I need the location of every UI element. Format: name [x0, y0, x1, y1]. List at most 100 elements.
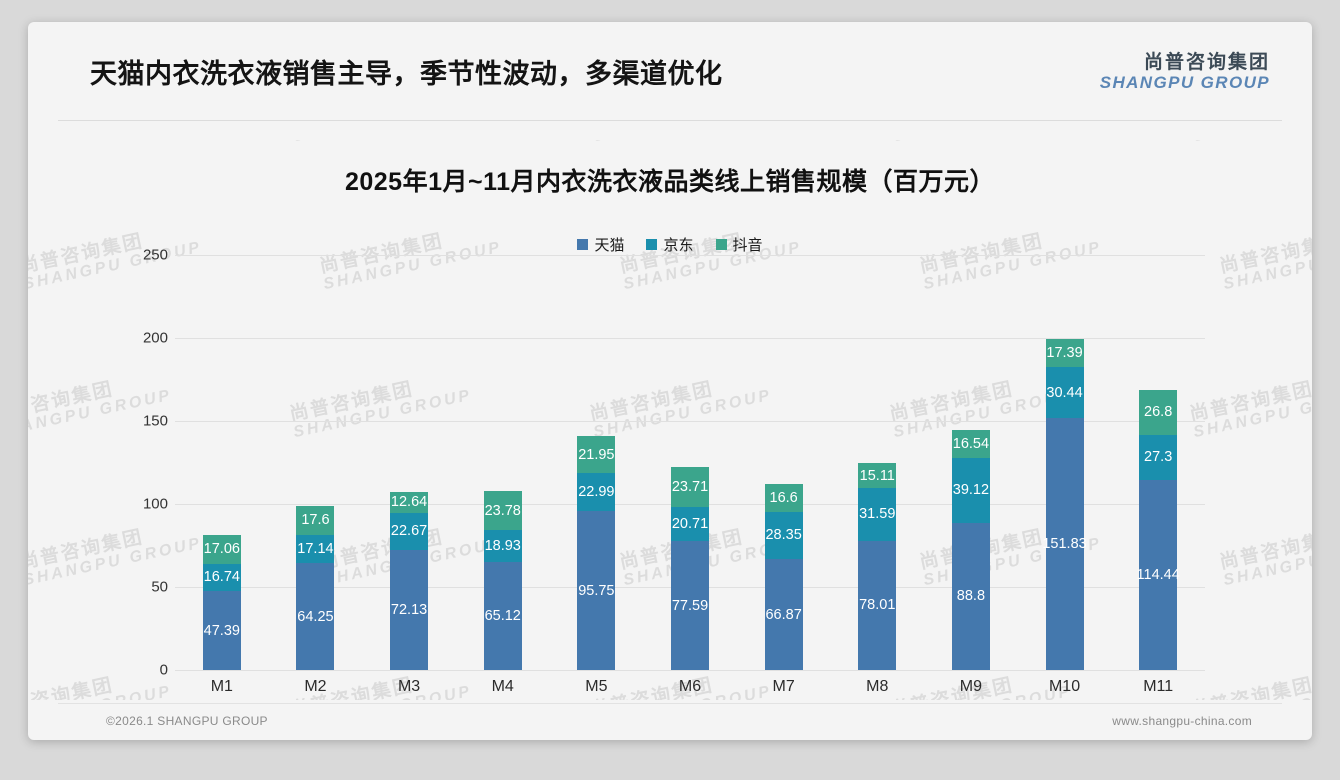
bar-segment-抖音[interactable]: 26.8 — [1139, 390, 1178, 435]
gridline — [175, 255, 1205, 256]
bar-value-label: 26.8 — [1144, 404, 1173, 421]
y-axis-tick-label: 200 — [142, 329, 168, 347]
bar-segment-天猫[interactable]: 66.87 — [764, 559, 803, 670]
chart-plot-area: 0 50 100 150 200 250 47.39 16.74 17.06 64.25 17.1… — [28, 22, 1312, 740]
bar-value-label: 47.39 — [203, 622, 240, 639]
bar-segment-抖音[interactable]: 12.64 — [390, 491, 429, 513]
company-logo: 尚普咨询集团 SHANGPU GROUP — [1100, 52, 1270, 92]
bar-segment-抖音[interactable]: 16.6 — [764, 484, 803, 512]
bar-value-label: 17.06 — [203, 541, 240, 558]
y-axis-tick-label: 150 — [142, 412, 168, 430]
bar-column[interactable]: 64.25 17.14 17.6 — [296, 505, 335, 670]
bar-column[interactable]: 72.13 22.67 12.64 — [390, 491, 429, 670]
bar-value-label: 151.83 — [1042, 535, 1087, 552]
bar-segment-天猫[interactable]: 151.83 — [1042, 417, 1087, 670]
bar-column[interactable]: 114.44 27.3 26.8 — [1136, 390, 1180, 670]
legend-swatch-icon — [715, 239, 727, 250]
bar-segment-天猫[interactable]: 65.12 — [483, 561, 522, 670]
bar-value-label: 114.44 — [1136, 567, 1180, 584]
bar-value-label: 39.12 — [952, 482, 990, 499]
bar-segment-京东[interactable]: 28.35 — [764, 511, 803, 559]
legend-label: 抖音 — [732, 237, 763, 254]
bar-segment-京东[interactable]: 18.93 — [483, 530, 522, 562]
page-title: 天猫内衣洗衣液销售主导，季节性波动，多渠道优化 — [90, 59, 723, 89]
bar-segment-抖音[interactable]: 23.71 — [671, 467, 709, 507]
bar-value-label: 88.8 — [956, 588, 986, 605]
bar-value-label: 30.44 — [1046, 384, 1083, 401]
bar-segment-天猫[interactable]: 64.25 — [296, 563, 335, 670]
bar-segment-抖音[interactable]: 17.06 — [202, 535, 241, 564]
y-axis-tick-label: 50 — [151, 578, 168, 596]
bar-column[interactable]: 78.01 31.59 15.11 — [858, 463, 897, 670]
bar-column[interactable]: 151.83 30.44 17.39 — [1042, 338, 1087, 670]
bar-segment-天猫[interactable]: 72.13 — [390, 550, 429, 670]
y-axis-tick-label: 250 — [142, 246, 168, 264]
bar-segment-天猫[interactable]: 47.39 — [202, 591, 241, 670]
legend-item-天猫[interactable]: 天猫 — [577, 234, 624, 255]
chart-bars: 47.39 16.74 17.06 64.25 17.14 17.6 72.13 22.67 1… — [175, 255, 1205, 670]
slide-card: 天猫内衣洗衣液销售主导，季节性波动，多渠道优化 尚普咨询集团 SHANGPU G… — [28, 22, 1312, 740]
x-axis-tick-label: M6 — [678, 678, 702, 695]
bar-value-label: 65.12 — [484, 607, 521, 624]
bar-segment-京东[interactable]: 27.3 — [1139, 434, 1178, 481]
bar-value-label: 17.39 — [1046, 345, 1083, 362]
bar-column[interactable]: 65.12 18.93 23.78 — [483, 491, 522, 670]
bar-value-label: 15.11 — [859, 467, 895, 484]
legend-label: 天猫 — [594, 237, 625, 254]
bar-segment-京东[interactable]: 30.44 — [1045, 367, 1084, 418]
x-axis-tick-label: M9 — [959, 678, 983, 695]
bar-value-label: 72.13 — [390, 602, 428, 619]
bar-segment-京东[interactable]: 39.12 — [951, 457, 990, 523]
x-axis-tick-label: M4 — [491, 678, 514, 695]
x-axis-tick-label: M10 — [1048, 678, 1081, 695]
legend-item-抖音[interactable]: 抖音 — [715, 234, 763, 255]
bar-value-label: 16.54 — [952, 435, 990, 452]
bar-column[interactable]: 47.39 16.74 17.06 — [202, 535, 241, 670]
legend-item-京东[interactable]: 京东 — [646, 234, 694, 255]
bar-value-label: 17.14 — [297, 541, 334, 558]
bar-value-label: 23.78 — [484, 502, 521, 519]
bar-segment-抖音[interactable]: 23.78 — [483, 491, 522, 531]
bar-segment-京东[interactable]: 20.71 — [671, 506, 709, 542]
bar-column[interactable]: 95.75 22.99 21.95 — [577, 436, 616, 670]
bar-segment-抖音[interactable]: 15.11 — [858, 463, 897, 489]
footer-divider — [58, 703, 1282, 704]
bar-segment-抖音[interactable]: 17.6 — [296, 505, 335, 535]
bar-value-label: 27.3 — [1144, 449, 1173, 466]
bar-segment-抖音[interactable]: 17.39 — [1045, 338, 1084, 368]
bar-segment-天猫[interactable]: 88.8 — [951, 522, 990, 670]
logo-text-cn: 尚普咨询集团 — [1143, 52, 1270, 73]
bar-value-label: 21.95 — [578, 446, 615, 463]
bar-segment-天猫[interactable]: 78.01 — [858, 540, 897, 670]
bar-segment-京东[interactable]: 17.14 — [296, 534, 335, 564]
bar-value-label: 77.59 — [671, 597, 709, 614]
bar-column[interactable]: 88.8 39.12 16.54 — [951, 430, 990, 670]
bar-value-label: 22.99 — [578, 483, 615, 500]
bar-value-label: 17.6 — [301, 512, 330, 529]
x-axis-tick-label: M5 — [585, 678, 608, 695]
bar-segment-京东[interactable]: 22.99 — [577, 472, 616, 512]
bar-segment-天猫[interactable]: 95.75 — [577, 511, 616, 670]
bar-segment-抖音[interactable]: 21.95 — [577, 436, 616, 473]
bar-value-label: 22.67 — [390, 523, 428, 540]
x-axis-tick-label: M7 — [772, 678, 795, 695]
header-divider — [58, 120, 1282, 121]
x-axis-tick-label: M8 — [866, 678, 889, 695]
bar-segment-京东[interactable]: 31.59 — [858, 488, 897, 541]
bar-segment-天猫[interactable]: 114.44 — [1136, 480, 1180, 670]
bar-column[interactable]: 77.59 20.71 23.71 — [671, 467, 709, 670]
x-axis-tick-label: M11 — [1143, 678, 1174, 695]
bar-value-label: 12.64 — [390, 494, 428, 511]
bar-segment-京东[interactable]: 16.74 — [202, 563, 241, 592]
bar-column[interactable]: 66.87 28.35 16.6 — [764, 484, 803, 670]
bar-value-label: 66.87 — [765, 606, 802, 623]
bar-value-label: 31.59 — [859, 506, 896, 523]
bar-value-label: 28.35 — [765, 527, 802, 544]
bar-segment-天猫[interactable]: 77.59 — [671, 541, 709, 670]
bar-segment-京东[interactable]: 22.67 — [390, 512, 429, 551]
x-axis-tick-label: M3 — [397, 678, 421, 695]
bar-value-label: 20.71 — [671, 516, 709, 533]
bar-segment-抖音[interactable]: 16.54 — [951, 430, 990, 458]
legend-swatch-icon — [577, 239, 589, 250]
